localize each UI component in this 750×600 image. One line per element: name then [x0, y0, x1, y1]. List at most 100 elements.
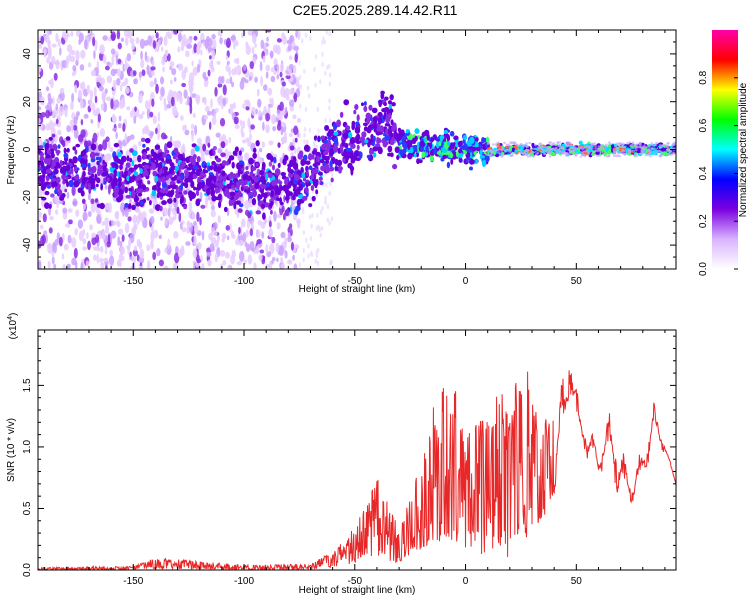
spectrogram-cell	[316, 260, 320, 266]
spectrogram-cell	[67, 208, 73, 213]
spectrogram-cell	[152, 170, 158, 177]
spectrogram-cell	[166, 103, 172, 109]
spectrogram-cell	[249, 60, 255, 70]
spectrogram-cell	[279, 101, 284, 112]
spectrogram-cell	[110, 230, 117, 239]
spectrogram-cell	[165, 31, 172, 38]
spectrogram-cell	[276, 109, 281, 115]
spectrogram-cell	[228, 136, 232, 144]
spectrogram-cell	[312, 163, 318, 167]
spectrogram-cell	[214, 86, 218, 97]
spectrogram-cell	[73, 175, 80, 180]
spectrogram-cell	[186, 43, 193, 49]
spectrogram-cell	[180, 173, 184, 181]
spectrogram-cell	[241, 131, 245, 138]
spectrogram-cell	[154, 77, 157, 86]
spectrogram-cell	[50, 126, 56, 137]
spectrogram-cell	[381, 108, 387, 113]
spectrogram-cell	[153, 184, 157, 191]
spectrogram-cell	[212, 150, 216, 154]
spectrogram-cell	[191, 60, 194, 67]
spectrogram-cell	[228, 223, 232, 233]
spectrogram-cell	[74, 84, 78, 94]
spectrogram-cell	[412, 139, 416, 144]
spectrogram-cell	[102, 165, 107, 172]
spectrogram-cell	[40, 96, 45, 106]
spectrogram-cell	[50, 78, 54, 89]
spectrogram-cell	[221, 160, 227, 167]
spectrogram-cell	[149, 131, 153, 139]
spectrogram-cell	[310, 174, 315, 180]
spectrogram-cell	[75, 143, 81, 148]
spectrogram-cell	[155, 127, 158, 135]
spectrogram-cell	[287, 231, 291, 240]
spectrogram-cell	[193, 43, 198, 54]
spectrogram-cell	[503, 141, 507, 145]
spectrogram-cell	[308, 127, 312, 133]
colorbar-tick-label: 0.4	[698, 166, 709, 180]
spectrogram-cell	[72, 65, 77, 72]
spectrogram-cell	[562, 151, 566, 154]
spectrogram-cell	[83, 140, 89, 148]
spectrogram-cell	[262, 256, 266, 262]
spectrogram-cell	[70, 100, 74, 111]
spectrogram-cell	[368, 149, 375, 155]
spectrogram-cell	[466, 151, 471, 159]
spectrogram-cell	[249, 158, 253, 164]
spectrogram-cell	[297, 83, 301, 90]
spectrogram-cell	[275, 45, 281, 55]
spectrogram-cell	[366, 127, 372, 134]
spectrogram-cell	[42, 46, 48, 56]
spectrogram-cell	[117, 58, 122, 65]
colorbar-label: Normalized spectral amplitude	[738, 82, 749, 217]
spectrogram-cell	[194, 145, 200, 152]
spectrogram-cell	[169, 90, 175, 97]
spectrogram-cell	[120, 202, 126, 214]
spectrogram-cell	[652, 153, 656, 156]
spectrogram-cell	[162, 66, 165, 73]
spectrogram-cell	[100, 103, 104, 111]
spectrogram-cell	[47, 260, 51, 269]
spectrogram-cell	[323, 150, 327, 156]
spectrogram-cell	[109, 255, 115, 267]
spectrogram-cell	[159, 205, 163, 212]
spectrogram-cell	[594, 149, 598, 152]
spectrogram-cell	[166, 198, 173, 204]
spectrogram-cell	[135, 174, 142, 181]
spectrogram-cell	[220, 152, 226, 158]
spectrogram-cell	[124, 208, 129, 218]
spectrogram-cell	[87, 167, 94, 173]
spectrogram-cell	[144, 51, 148, 62]
spectrogram-cell	[243, 64, 247, 71]
spectrogram-cell	[301, 172, 306, 179]
spectrogram-cell	[104, 88, 108, 94]
spectrogram-cell	[614, 150, 618, 153]
spectrogram-cell	[539, 146, 543, 150]
spectrogram-cell	[213, 112, 217, 119]
spectrogram-ytick-label: -40	[22, 237, 33, 252]
spectrogram-cell	[303, 144, 310, 152]
spectrogram-cell	[129, 148, 134, 153]
spectrogram-cell	[339, 111, 344, 118]
spectrogram-cell	[208, 172, 214, 176]
spectrogram-cell	[137, 180, 143, 184]
spectrogram-cell	[129, 197, 132, 205]
spectrogram-cell	[208, 232, 213, 241]
spectrogram-cell	[400, 141, 407, 146]
spectrogram-cell	[292, 254, 295, 261]
spectrogram-cell	[161, 200, 167, 206]
spectrogram-cell	[62, 140, 66, 148]
spectrogram-cell	[492, 149, 496, 153]
spectrogram-cell	[666, 142, 670, 145]
spectrogram-cell	[495, 148, 499, 152]
spectrogram-cell	[98, 85, 104, 92]
spectrogram-cell	[290, 75, 294, 83]
spectrogram-cell	[201, 263, 205, 269]
spectrogram-cell	[650, 147, 654, 150]
spectrogram-cell	[97, 77, 103, 83]
spectrogram-cell	[99, 44, 105, 55]
spectrogram-cell	[292, 155, 297, 164]
spectrogram-cell	[38, 145, 44, 150]
spectrogram-cell	[39, 212, 43, 218]
spectrogram-cell	[140, 137, 146, 143]
